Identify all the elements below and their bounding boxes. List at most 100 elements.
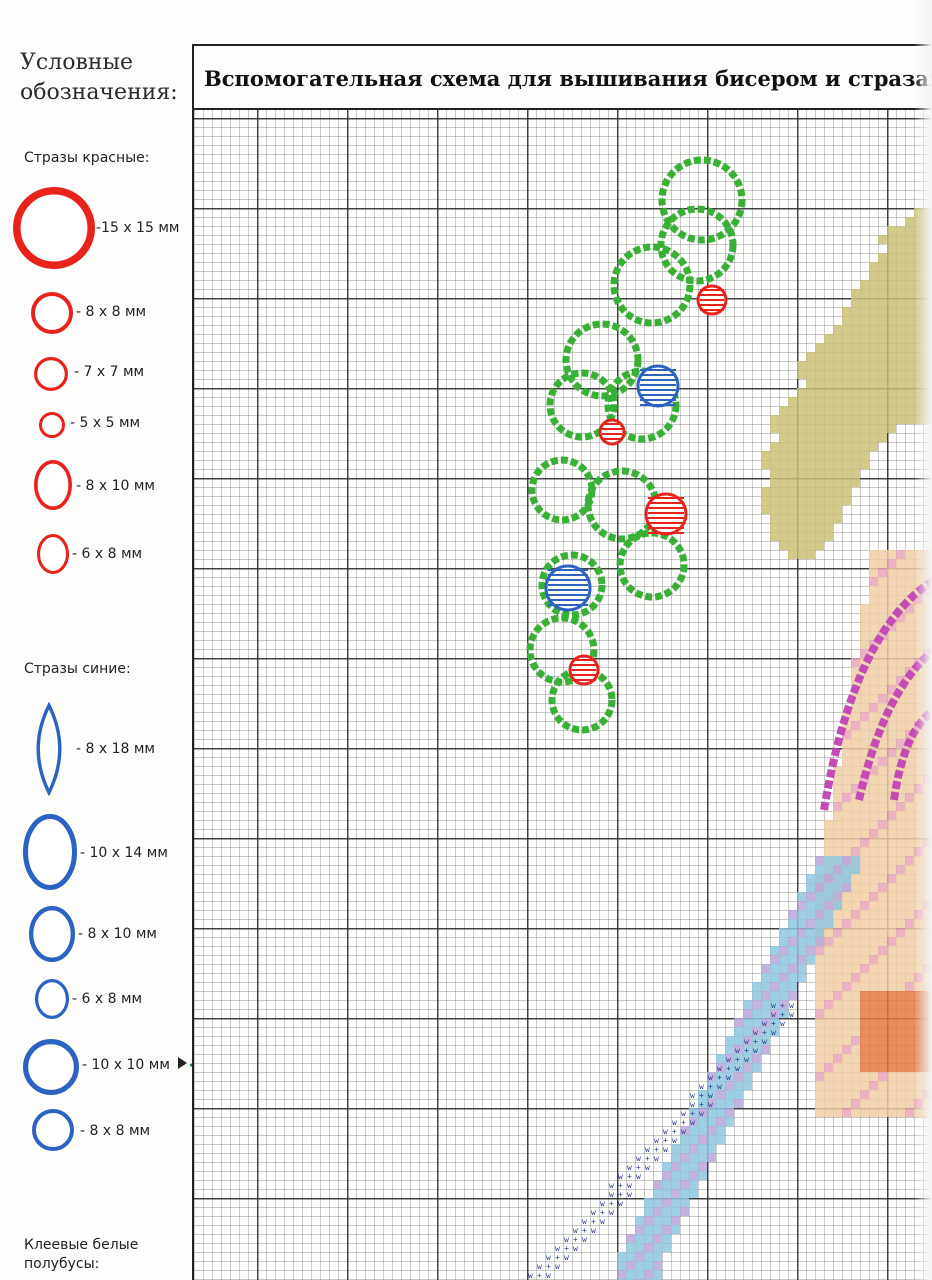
svg-text:+: + [618,1181,623,1190]
svg-text:w: w [762,1037,767,1046]
svg-text:+: + [618,1190,623,1199]
svg-text:w: w [627,1163,632,1172]
svg-text:+: + [591,1217,596,1226]
blue-rhinestone-8x10-icon [28,905,76,963]
svg-text:w: w [555,1262,560,1271]
svg-text:w: w [780,1019,785,1028]
svg-text:w: w [564,1253,569,1262]
svg-text:+: + [717,1073,722,1082]
red-rhinestone-8x8-icon [30,291,74,335]
svg-text:w: w [600,1217,605,1226]
svg-text:w: w [528,1271,533,1280]
svg-text:+: + [609,1199,614,1208]
red-rhinestone-15x15-icon [12,186,96,270]
red-rhinestone-7x7-label: - 7 x 7 мм [74,364,145,380]
svg-text:+: + [681,1118,686,1127]
red-rhinestone-6x8-label: - 6 x 8 мм [72,546,143,562]
blue-stitch-region [617,856,860,1280]
svg-text:w: w [573,1226,578,1235]
red-rhinestone-mark [568,654,600,686]
legend-title: Условные обозначения: [20,50,178,105]
embroidery-chart: Вспомогательная схема для вышивания бисе… [192,44,932,1280]
blue-rhinestone-10x14-icon [23,814,77,890]
svg-text:+: + [546,1262,551,1271]
blue-rhinestone-10x14-label: - 10 x 14 мм [80,845,168,861]
blue-rhinestone-6x8-label: - 6 x 8 мм [72,991,143,1007]
red-rhinestone-8x8-label: - 8 x 8 мм [76,304,147,320]
green-bead-scallops [526,156,746,734]
svg-text:w: w [771,1028,776,1037]
svg-text:+: + [744,1046,749,1055]
svg-text:w: w [681,1127,686,1136]
svg-text:w: w [717,1064,722,1073]
svg-text:+: + [780,1001,785,1010]
red-rhinestone-mark [598,418,626,446]
red-rhinestone-5x5-icon [39,412,65,438]
svg-text:w: w [618,1172,623,1181]
blue-rhinestone-8x18-label: - 8 x 18 мм [76,741,155,757]
page-edge [902,0,932,1280]
svg-text:w: w [600,1199,605,1208]
svg-text:w: w [753,1046,758,1055]
svg-text:+: + [735,1055,740,1064]
svg-text:+: + [582,1226,587,1235]
svg-text:w: w [627,1190,632,1199]
svg-text:w: w [609,1190,614,1199]
svg-text:w: w [753,1028,758,1037]
svg-text:w: w [591,1226,596,1235]
svg-text:w: w [564,1235,569,1244]
svg-text:w: w [591,1208,596,1217]
svg-text:w: w [627,1181,632,1190]
arrow-marker-icon [178,1057,187,1069]
blue-rhinestones-heading: Стразы синие: [24,661,131,677]
svg-text:w: w [762,1019,767,1028]
svg-text:w: w [690,1091,695,1100]
blue-rhinestone-6x8-icon [34,979,70,1019]
svg-text:w: w [681,1109,686,1118]
red-rhinestone-15x15-label: -15 x 15 мм [96,220,180,236]
svg-text:w: w [708,1073,713,1082]
symbol-stitches: w + ww + ww + ww + ww + ww + ww + ww + ww + ww + ww + ww + ww + ww… [528,1001,794,1280]
blue-rhinestone-8x8-label: - 8 x 8 мм [80,1123,151,1139]
svg-text:w: w [771,1010,776,1019]
stitch-grid: w + w w + w w + w w + w w + w w + w w + w w + w w + w w + w w + w w + w w + w w… [194,108,932,1280]
svg-text:w: w [618,1199,623,1208]
red-rhinestone-8x10-label: - 8 x 10 мм [76,478,155,494]
svg-text:w: w [744,1055,749,1064]
svg-text:+: + [672,1127,677,1136]
svg-text:w: w [645,1145,650,1154]
red-rhinestone-5x5-label: - 5 x 5 мм [70,415,141,431]
svg-text:w: w [555,1244,560,1253]
svg-text:+: + [753,1037,758,1046]
svg-text:w: w [672,1118,677,1127]
svg-text:w: w [717,1082,722,1091]
svg-text:+: + [654,1145,659,1154]
svg-text:+: + [537,1271,542,1280]
red-rhinestone-mark [696,284,728,316]
red-rhinestone-8x10-icon [33,459,73,511]
svg-text:w: w [726,1073,731,1082]
svg-text:+: + [771,1019,776,1028]
svg-text:w: w [645,1163,650,1172]
svg-text:+: + [564,1244,569,1253]
red-rhinestones-heading: Стразы красные: [24,150,150,166]
svg-text:w: w [546,1271,551,1280]
svg-text:+: + [600,1208,605,1217]
svg-text:+: + [645,1154,650,1163]
white-half-beads-heading: Клеевые белые полубусы: [24,1237,139,1272]
pattern-artwork: w + ww + ww + ww + ww + ww + ww + ww + ww + ww + ww + ww + ww + ww… [526,156,932,1280]
svg-text:+: + [636,1163,641,1172]
svg-text:w: w [789,1001,794,1010]
svg-text:w: w [690,1100,695,1109]
svg-text:+: + [699,1091,704,1100]
red-rhinestone-7x7-icon [33,356,69,392]
svg-text:w: w [735,1064,740,1073]
blue-rhinestone-8x8-icon [31,1108,75,1152]
svg-text:w: w [663,1145,668,1154]
svg-text:+: + [762,1028,767,1037]
svg-text:w: w [582,1217,587,1226]
blue-rhinestone-mark [636,364,680,408]
svg-text:+: + [573,1235,578,1244]
svg-text:w: w [663,1127,668,1136]
svg-text:+: + [726,1064,731,1073]
